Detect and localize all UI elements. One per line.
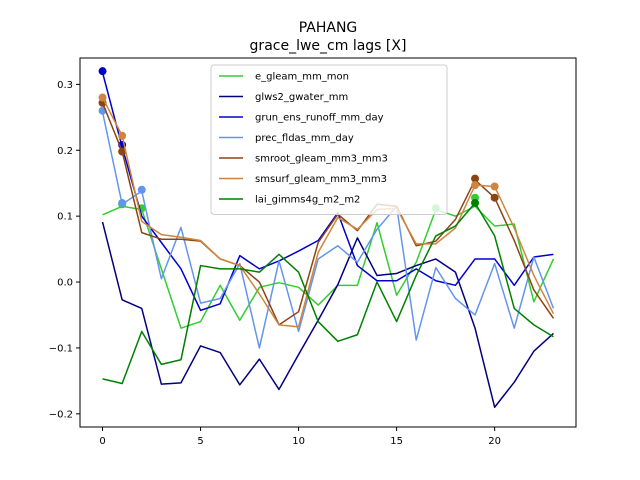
y-tick-label: 0.1	[57, 212, 73, 223]
legend-item: smsurf_gleam_mm3_mm3	[219, 174, 387, 185]
data-point-marker	[98, 67, 107, 76]
series-line	[101, 111, 555, 349]
x-tick-label: 20	[488, 436, 501, 447]
y-axis: −0.2 −0.1 0.0 0.1 0.2 0.3	[49, 80, 80, 420]
legend-label: prec_fldas_mm_day	[255, 133, 354, 144]
legend-item: prec_fldas_mm_day	[219, 133, 354, 144]
data-point-marker	[98, 93, 107, 102]
y-tick-label: 0.3	[57, 80, 73, 91]
legend-item: glws2_gwater_mm	[219, 92, 348, 103]
x-tick-label: 0	[99, 436, 105, 447]
series-line	[101, 221, 554, 408]
chart-subtitle: grace_lwe_cm lags [X]	[250, 38, 407, 54]
plot-area	[79, 57, 577, 428]
data-point-marker	[118, 131, 127, 140]
legend-label: grun_ens_runoff_mm_day	[255, 113, 384, 124]
data-point-marker	[490, 182, 499, 191]
y-tick-label: −0.2	[49, 409, 73, 420]
legend-label: smroot_gleam_mm3_mm3	[255, 154, 388, 165]
series-lai_gimms4g_m2_m2	[102, 198, 554, 385]
y-tick-label: −0.1	[49, 343, 73, 354]
x-tick-label: 5	[197, 436, 203, 447]
y-tick-label: 0.0	[57, 278, 73, 289]
data-point-marker	[471, 174, 480, 183]
plot-frame	[79, 57, 577, 428]
x-axis: 0 5 10 15 20	[99, 427, 501, 447]
series-smroot_gleam_mm3_mm3	[98, 98, 555, 326]
chart-title: PAHANG	[299, 20, 358, 36]
y-tick-label: 0.2	[57, 146, 73, 157]
legend-item: e_gleam_mm_mon	[219, 72, 349, 83]
legend-item: grun_ens_runoff_mm_day	[219, 113, 384, 124]
legend-label: glws2_gwater_mm	[255, 92, 348, 103]
data-point-marker	[118, 147, 127, 156]
legend-box	[210, 64, 448, 215]
legend-label: lai_gimms4g_m2_m2	[255, 195, 360, 206]
series-line	[101, 102, 555, 326]
x-tick-label: 15	[390, 436, 403, 447]
series-line	[102, 205, 555, 329]
data-point-marker	[471, 198, 480, 207]
series-group	[98, 67, 555, 408]
data-point-marker	[118, 198, 127, 207]
series-line	[101, 72, 554, 312]
x-tick-label: 10	[292, 436, 305, 447]
legend-label: e_gleam_mm_mon	[255, 72, 349, 83]
legend: e_gleam_mm_mon glws2_gwater_mm grun_ens_ru…	[210, 64, 448, 215]
data-point-marker	[137, 185, 146, 194]
series-line	[102, 202, 554, 385]
legend-item: smroot_gleam_mm3_mm3	[219, 154, 388, 165]
data-point-marker	[490, 193, 499, 202]
data-point-marker	[471, 181, 480, 190]
legend-label: smsurf_gleam_mm3_mm3	[255, 174, 387, 185]
series-glws2_gwater_mm	[101, 221, 554, 408]
legend-item: lai_gimms4g_m2_m2	[219, 195, 360, 206]
series-smsurf_gleam_mm3_mm3	[98, 93, 555, 328]
